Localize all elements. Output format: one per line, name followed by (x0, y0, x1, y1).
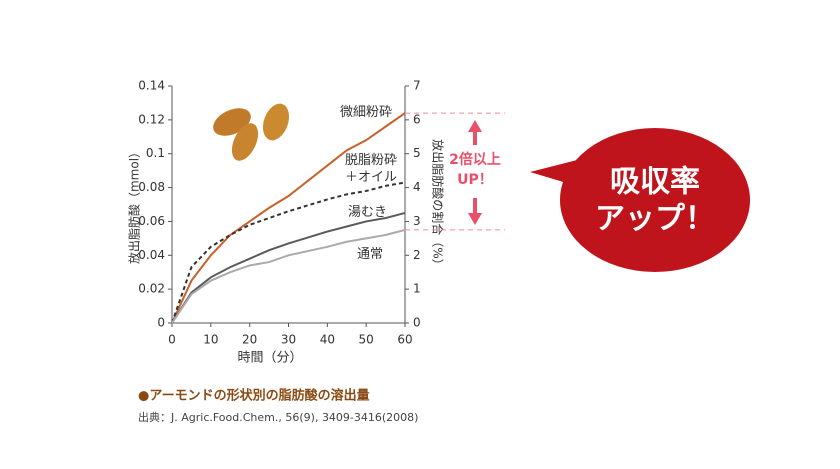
series-label: 湯むき (348, 205, 388, 220)
series-line (171, 112, 406, 324)
arrow-down (468, 198, 482, 225)
series-line (171, 181, 406, 324)
x-tick-label: 60 (397, 333, 412, 347)
y2-axis-title: 放出脂肪酸の割合（%） (431, 139, 446, 270)
y-tick-label: 0.04 (138, 248, 165, 262)
x-tick-label: 20 (242, 333, 257, 347)
y2-tick-label: 4 (413, 180, 421, 194)
caption: ●アーモンドの形状別の脂肪酸の溶出量 (138, 388, 370, 404)
y-tick-label: 0.06 (138, 214, 165, 228)
x-tick-label: 50 (359, 333, 374, 347)
y2-tick-label: 3 (413, 214, 421, 228)
almonds (213, 103, 290, 161)
series-label: 通常 (357, 247, 384, 262)
x-tick-label: 10 (203, 333, 218, 347)
y2-tick-label: 2 (413, 248, 421, 262)
x-axis-title: 時間（分） (237, 351, 302, 366)
y-tick-label: 0 (157, 316, 165, 330)
callout-bubble (560, 128, 750, 272)
callout-text: アップ！ (595, 202, 715, 237)
series-line (171, 211, 406, 324)
arrow-up (468, 120, 482, 145)
y-tick-label: 0.08 (138, 180, 165, 194)
y-tick-label: 0.02 (138, 282, 165, 296)
y2-tick-label: 1 (413, 282, 421, 296)
source: 出典：J. Agric.Food.Chem., 56(9), 3409-3416… (138, 410, 418, 424)
series-label: 微細粉砕 (340, 105, 393, 120)
y-tick-label: 0.14 (138, 79, 165, 93)
y-tick-label: 0.12 (138, 112, 165, 126)
y-tick-label: 0.1 (146, 146, 165, 160)
annotation: UP！ (457, 172, 493, 188)
x-tick-label: 40 (320, 333, 335, 347)
series-label: 脱脂粉砕＋オイル (345, 153, 398, 185)
series-line (171, 228, 406, 324)
y-axis-title: 放出脂肪酸（mmol） (127, 146, 142, 264)
y2-tick-label: 7 (413, 79, 421, 93)
x-tick-label: 0 (168, 333, 176, 347)
annotation: 2倍以上 (449, 151, 501, 168)
y2-tick-label: 0 (413, 316, 421, 330)
callout-text: 吸収率 (610, 165, 700, 200)
y2-tick-label: 6 (413, 112, 421, 126)
y2-tick-label: 5 (413, 146, 421, 160)
x-tick-label: 30 (281, 333, 296, 347)
